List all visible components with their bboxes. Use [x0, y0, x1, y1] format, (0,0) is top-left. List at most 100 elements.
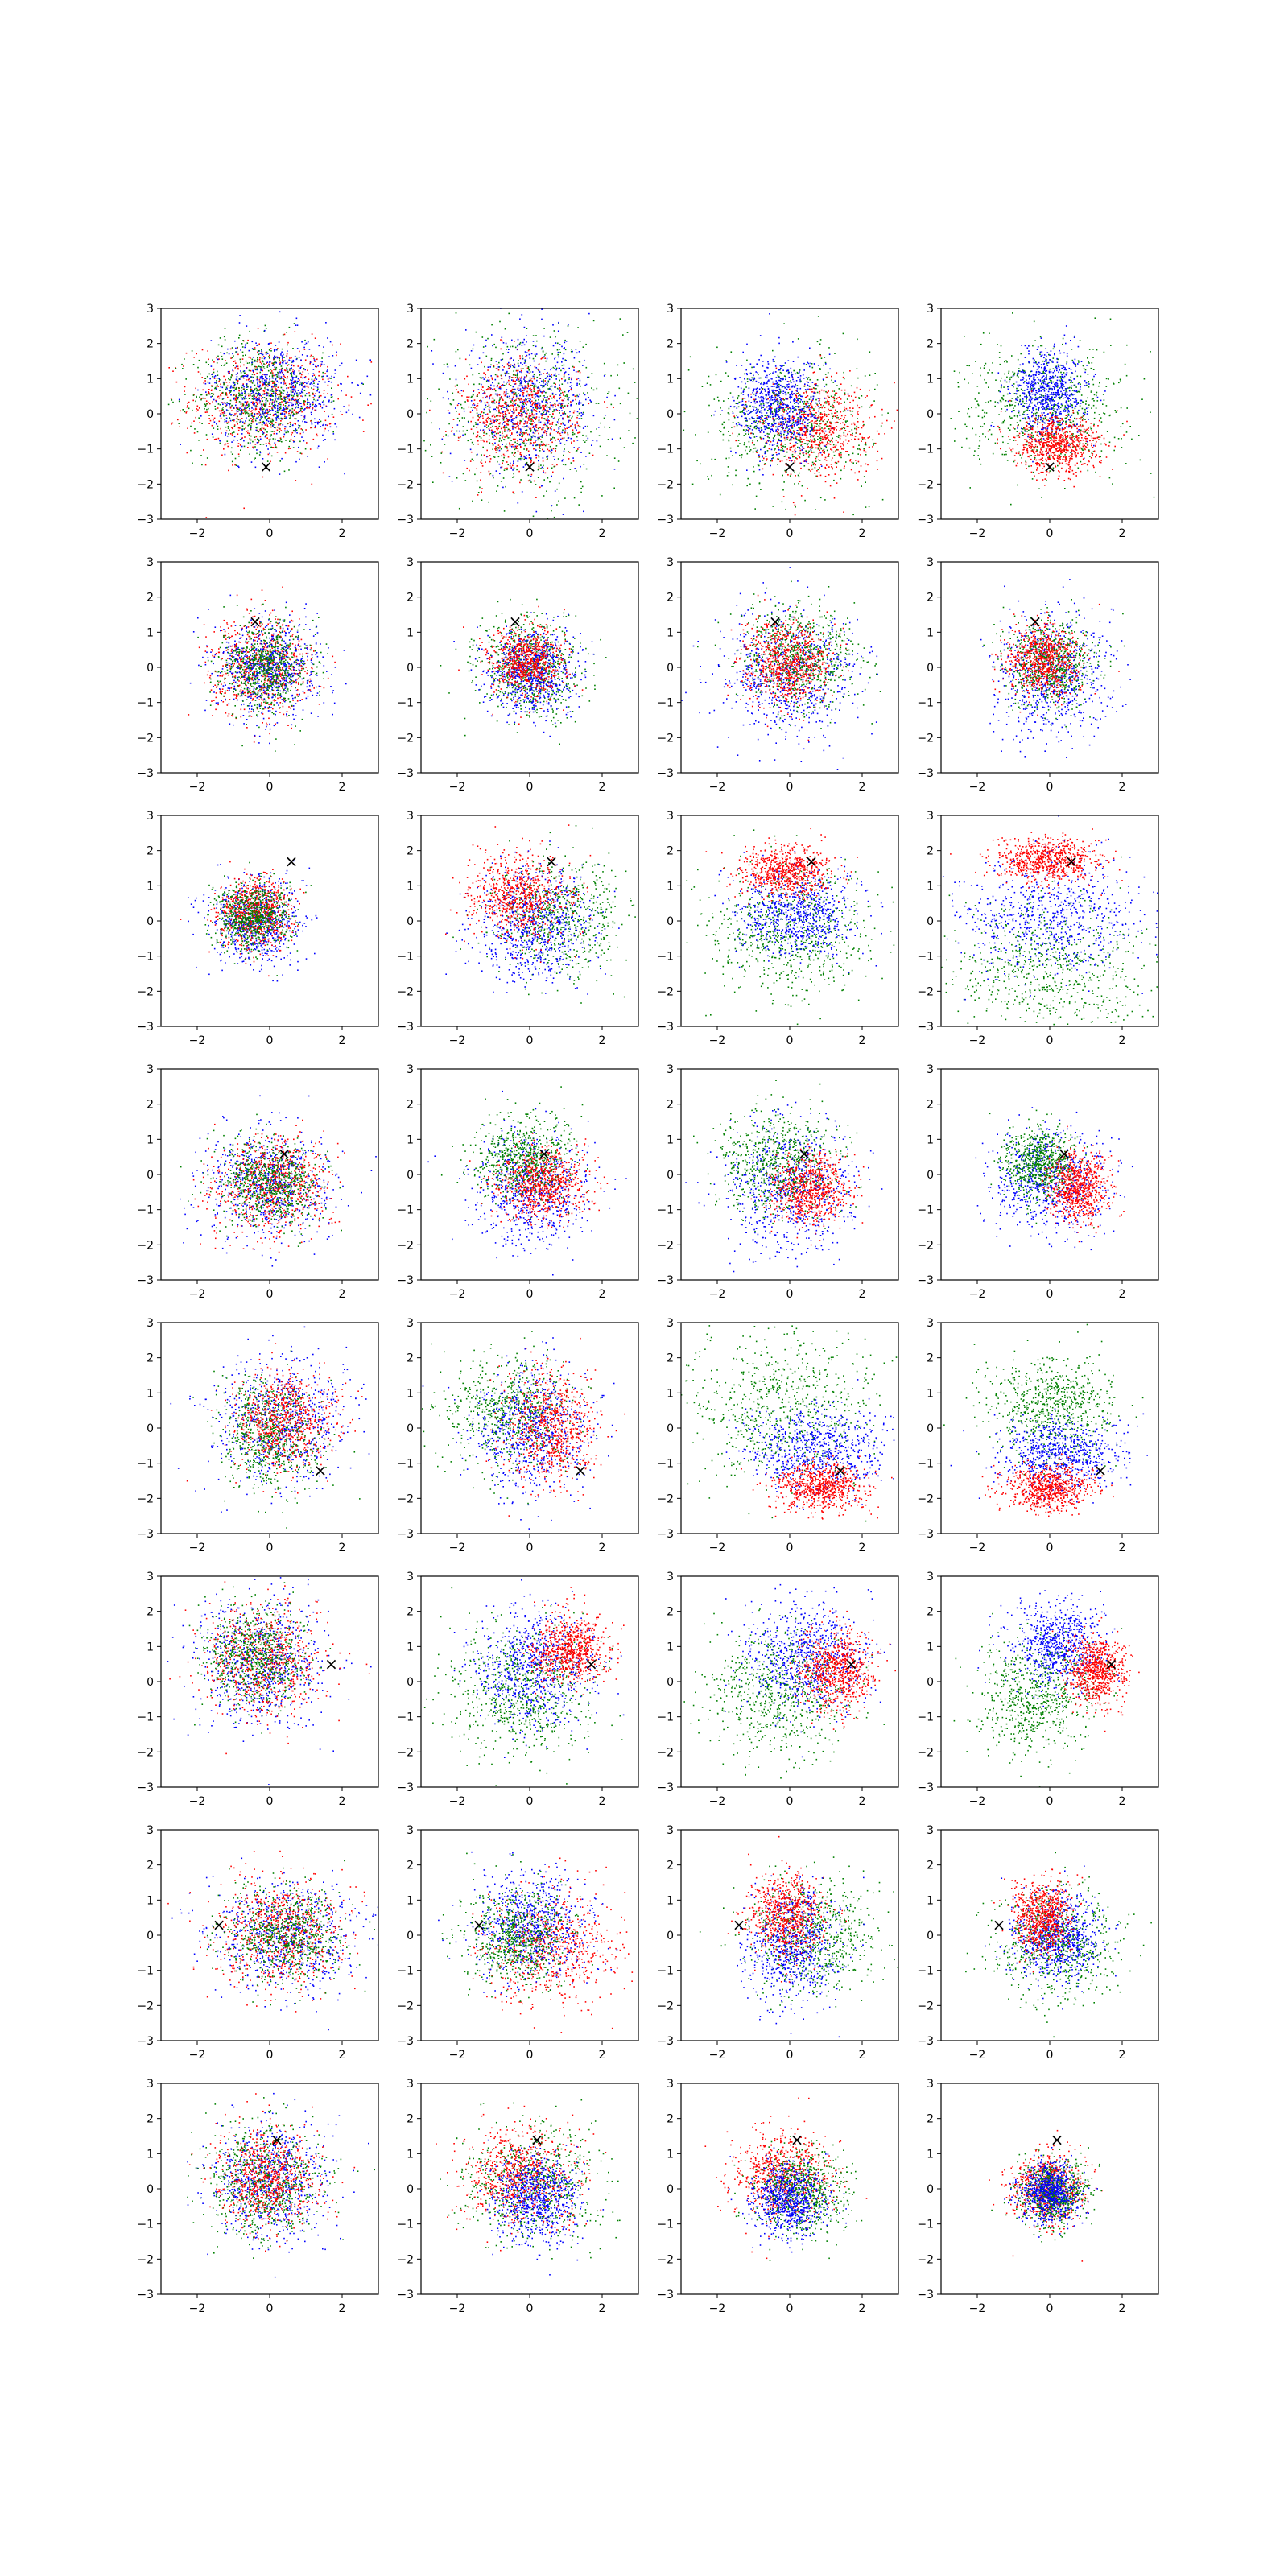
scatter-point [286, 407, 287, 409]
scatter-point [266, 398, 268, 400]
scatter-point [551, 450, 553, 452]
scatter-point [539, 382, 540, 383]
scatter-point [568, 390, 570, 391]
scatter-point [425, 450, 427, 452]
scatter-point [308, 387, 309, 389]
scatter-point [505, 402, 506, 403]
scatter-point [295, 324, 297, 326]
scatter-point [490, 458, 492, 460]
scatter-point [211, 365, 213, 367]
scatter-point [558, 331, 559, 332]
scatter-point [463, 431, 464, 432]
scatter-point [563, 394, 564, 396]
scatter-point [529, 434, 530, 436]
scatter-point [807, 444, 809, 445]
scatter-point [543, 444, 545, 445]
scatter-point [578, 402, 580, 404]
scatter-point [489, 461, 491, 463]
scatter-point [523, 423, 525, 425]
scatter-point [814, 435, 815, 436]
scatter-point [537, 405, 539, 407]
scatter-point [547, 435, 548, 436]
scatter-point [264, 330, 266, 332]
scatter-point [495, 436, 497, 437]
scatter-point [543, 412, 545, 414]
scatter-point [261, 353, 262, 354]
scatter-point [285, 417, 287, 419]
scatter-point [463, 426, 464, 427]
scatter-point [874, 389, 876, 390]
scatter-point [552, 413, 554, 415]
scatter-points [116, 299, 373, 518]
scatter-point [252, 348, 254, 349]
scatter-point [690, 357, 691, 358]
scatter-point [554, 459, 555, 460]
scatter-point [464, 411, 465, 412]
scatter-point [266, 434, 268, 436]
scatter-point [208, 394, 209, 395]
scatter-point [793, 430, 795, 431]
scatter-point [502, 412, 503, 414]
scatter-point [239, 407, 241, 409]
scatter-point [535, 396, 536, 398]
scatter-point [514, 493, 515, 494]
scatter-point [263, 382, 265, 384]
scatter-point [519, 434, 521, 436]
scatter-point [237, 416, 238, 418]
scatter-point [532, 417, 534, 419]
scatter-point [506, 415, 508, 416]
scatter-point [220, 404, 221, 406]
scatter-point [294, 393, 295, 394]
scatter-point [613, 407, 614, 408]
scatter-point [280, 382, 282, 384]
scatter-point [237, 351, 238, 353]
scatter-point [869, 351, 871, 353]
scatter-point [532, 420, 534, 422]
scatter-point [481, 460, 483, 461]
series-points [660, 316, 889, 515]
scatter-point [298, 378, 299, 380]
scatter-point [268, 443, 270, 444]
scatter-point [242, 352, 244, 353]
scatter-point [542, 485, 543, 486]
scatter-point [349, 405, 350, 407]
scatter-point [565, 395, 567, 397]
scatter-point [534, 361, 535, 362]
scatter-point [231, 405, 233, 407]
scatter-point [547, 411, 548, 412]
scatter-point [820, 438, 822, 440]
scatter-point [749, 441, 750, 443]
scatter-point [299, 441, 301, 443]
scatter-point [310, 406, 312, 407]
scatter-point [300, 360, 302, 361]
scatter-point [202, 398, 204, 399]
scatter-point [264, 387, 266, 389]
scatter-point [478, 392, 480, 394]
scatter-point [172, 423, 174, 424]
scatter-point [517, 404, 518, 406]
scatter-point [225, 394, 227, 396]
scatter-point [537, 440, 539, 441]
scatter-point [341, 383, 342, 385]
scatter-point [510, 398, 511, 399]
scatter-point [782, 502, 783, 503]
scatter-point [235, 362, 237, 364]
scatter-point [295, 461, 297, 463]
scatter-point [544, 397, 546, 398]
scatter-point [493, 422, 495, 423]
scatter-point [329, 378, 331, 379]
scatter-point [526, 381, 527, 382]
scatter-point [179, 426, 180, 427]
scatter-point [651, 448, 653, 450]
scatter-point [524, 445, 526, 447]
scatter-point [237, 354, 239, 356]
scatter-point [206, 434, 208, 436]
scatter-point [593, 390, 595, 391]
scatter-point [259, 379, 261, 381]
scatter-point [443, 436, 444, 437]
scatter-point [607, 393, 609, 394]
scatter-point [316, 434, 318, 436]
scatter-point [188, 408, 190, 410]
scatter-point [707, 382, 708, 384]
scatter-point [241, 438, 242, 440]
